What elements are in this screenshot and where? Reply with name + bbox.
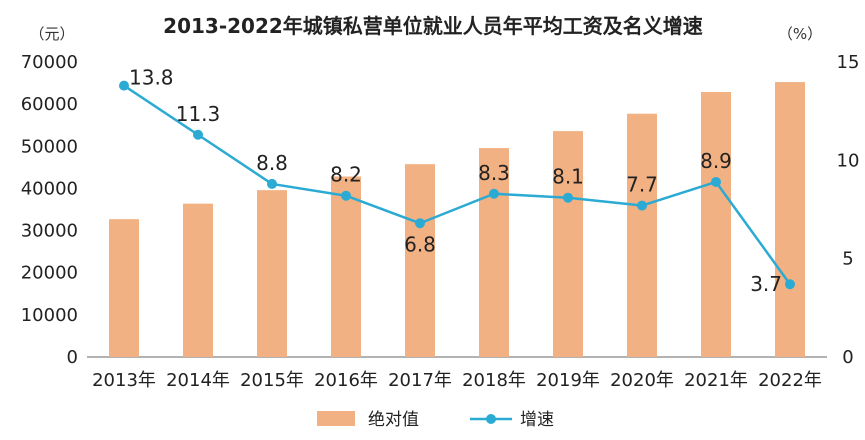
growth-data-label: 13.8 bbox=[129, 66, 174, 90]
growth-point bbox=[267, 178, 277, 189]
bar bbox=[479, 148, 509, 357]
bar bbox=[627, 113, 657, 358]
x-tick-label: 2017年 bbox=[388, 370, 452, 391]
bar bbox=[331, 176, 361, 357]
bar bbox=[405, 164, 435, 357]
bar bbox=[257, 190, 287, 357]
bars-group bbox=[109, 82, 805, 358]
y-left-tick-label: 60000 bbox=[21, 94, 78, 115]
growth-point bbox=[785, 279, 795, 290]
x-tick-label: 2021年 bbox=[684, 370, 748, 391]
growth-data-label: 8.8 bbox=[256, 151, 288, 175]
axes-group: 0 10000 20000 30000 40000 50000 60000 70000 0 5 10… bbox=[21, 52, 860, 391]
x-tick-label: 2022年 bbox=[758, 370, 822, 391]
growth-data-label: 8.3 bbox=[478, 161, 510, 185]
growth-point bbox=[563, 192, 573, 203]
legend-label-bar: 绝对值 bbox=[368, 410, 419, 430]
x-tick-label: 2018年 bbox=[462, 370, 526, 391]
y-left-tick-label: 50000 bbox=[21, 136, 78, 157]
growth-data-label: 11.3 bbox=[176, 102, 221, 126]
x-tick-label: 2015年 bbox=[240, 370, 304, 391]
chart-title: 2013-2022年城镇私营单位就业人员年平均工资及名义增速 bbox=[163, 14, 703, 38]
bar bbox=[701, 91, 731, 357]
x-tick-label: 2020年 bbox=[610, 370, 674, 391]
growth-point bbox=[415, 218, 425, 229]
legend-swatch-marker bbox=[486, 414, 496, 424]
bar bbox=[553, 131, 583, 357]
y-right-tick-label: 10 bbox=[837, 150, 860, 171]
y-left-tick-label: 40000 bbox=[21, 178, 78, 199]
y-left-tick-label: 10000 bbox=[21, 305, 78, 326]
bar bbox=[109, 219, 139, 357]
left-axis-unit: （元） bbox=[29, 25, 74, 43]
y-right-tick-label: 15 bbox=[837, 52, 860, 73]
growth-point bbox=[193, 129, 203, 140]
y-left-tick-label: 20000 bbox=[21, 263, 78, 284]
growth-data-label: 8.2 bbox=[330, 163, 362, 187]
legend: 绝对值 增速 bbox=[317, 410, 554, 430]
x-tick-label: 2014年 bbox=[166, 370, 230, 391]
growth-point bbox=[341, 190, 351, 201]
growth-data-label: 7.7 bbox=[626, 173, 658, 197]
growth-data-label: 8.1 bbox=[552, 165, 584, 189]
y-right-tick-label: 5 bbox=[842, 249, 853, 270]
growth-line bbox=[123, 84, 792, 285]
y-left-tick-label: 0 bbox=[67, 347, 78, 368]
y-left-tick-label: 70000 bbox=[21, 52, 78, 73]
legend-label-line: 增速 bbox=[520, 410, 554, 430]
y-left-tick-label: 30000 bbox=[21, 221, 78, 242]
line-group: 13.811.3 8.8 8.2 6.8 8.3 8.1 7.7 8.9 3.7 bbox=[119, 66, 795, 296]
y-right-tick-label: 0 bbox=[842, 347, 853, 368]
x-tick-label: 2013年 bbox=[92, 370, 156, 391]
x-tick-label: 2019年 bbox=[536, 370, 600, 391]
x-tick-label: 2016年 bbox=[314, 370, 378, 391]
growth-point bbox=[489, 188, 499, 199]
growth-data-label: 6.8 bbox=[404, 232, 436, 256]
growth-point bbox=[711, 176, 721, 187]
growth-data-label: 3.7 bbox=[750, 272, 782, 296]
bar bbox=[183, 203, 213, 357]
legend-swatch-bar bbox=[317, 411, 355, 426]
bar bbox=[775, 82, 805, 358]
growth-point bbox=[637, 200, 647, 211]
growth-data-label: 8.9 bbox=[700, 149, 732, 173]
growth-point bbox=[119, 80, 129, 91]
right-axis-unit: （%） bbox=[778, 25, 822, 43]
